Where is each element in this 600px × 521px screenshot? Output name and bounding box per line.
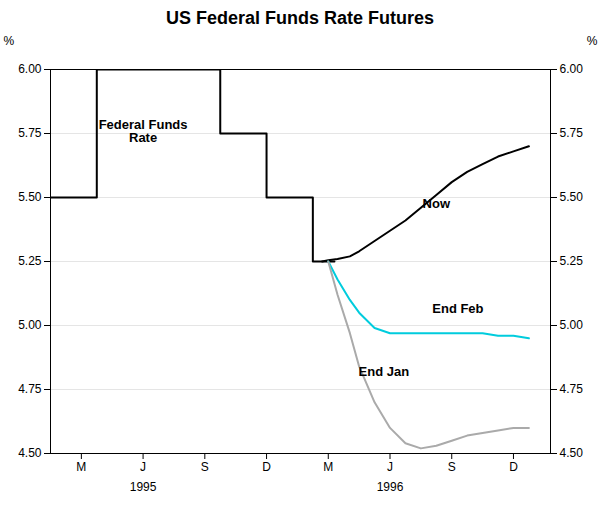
html-text:US Federal Funds Rate Futures: US Federal Funds Rate Futures	[166, 8, 434, 28]
svg-text:5.00: 5.00	[560, 318, 584, 332]
svg-text:Federal FundsRate: Federal FundsRate	[99, 117, 188, 145]
svg-text:End Feb: End Feb	[432, 301, 483, 316]
svg-text:D: D	[509, 460, 518, 474]
svg-text:J: J	[140, 460, 146, 474]
svg-text:1995: 1995	[130, 480, 157, 494]
svg-text:D: D	[262, 460, 271, 474]
svg-text:5.00: 5.00	[18, 318, 42, 332]
svg-text:5.50: 5.50	[560, 190, 584, 204]
svg-text:%: %	[587, 34, 598, 48]
svg-text:6.00: 6.00	[18, 62, 42, 76]
svg-text:5.25: 5.25	[18, 254, 42, 268]
svg-text:4.75: 4.75	[560, 382, 584, 396]
svg-text:1996: 1996	[377, 480, 404, 494]
svg-text:5.50: 5.50	[18, 190, 42, 204]
svg-text:Now: Now	[423, 196, 451, 211]
svg-text:5.75: 5.75	[560, 126, 584, 140]
svg-text:4.75: 4.75	[18, 382, 42, 396]
svg-text:4.50: 4.50	[18, 446, 42, 460]
svg-text:J: J	[387, 460, 393, 474]
svg-text:End Jan: End Jan	[359, 364, 410, 379]
svg-text:S: S	[448, 460, 456, 474]
svg-text:4.50: 4.50	[560, 446, 584, 460]
svg-text:5.75: 5.75	[18, 126, 42, 140]
svg-text:5.25: 5.25	[560, 254, 584, 268]
svg-text:M: M	[323, 460, 333, 474]
svg-text:S: S	[201, 460, 209, 474]
svg-text:M: M	[76, 460, 86, 474]
svg-text:%: %	[4, 34, 15, 48]
svg-text:6.00: 6.00	[560, 62, 584, 76]
